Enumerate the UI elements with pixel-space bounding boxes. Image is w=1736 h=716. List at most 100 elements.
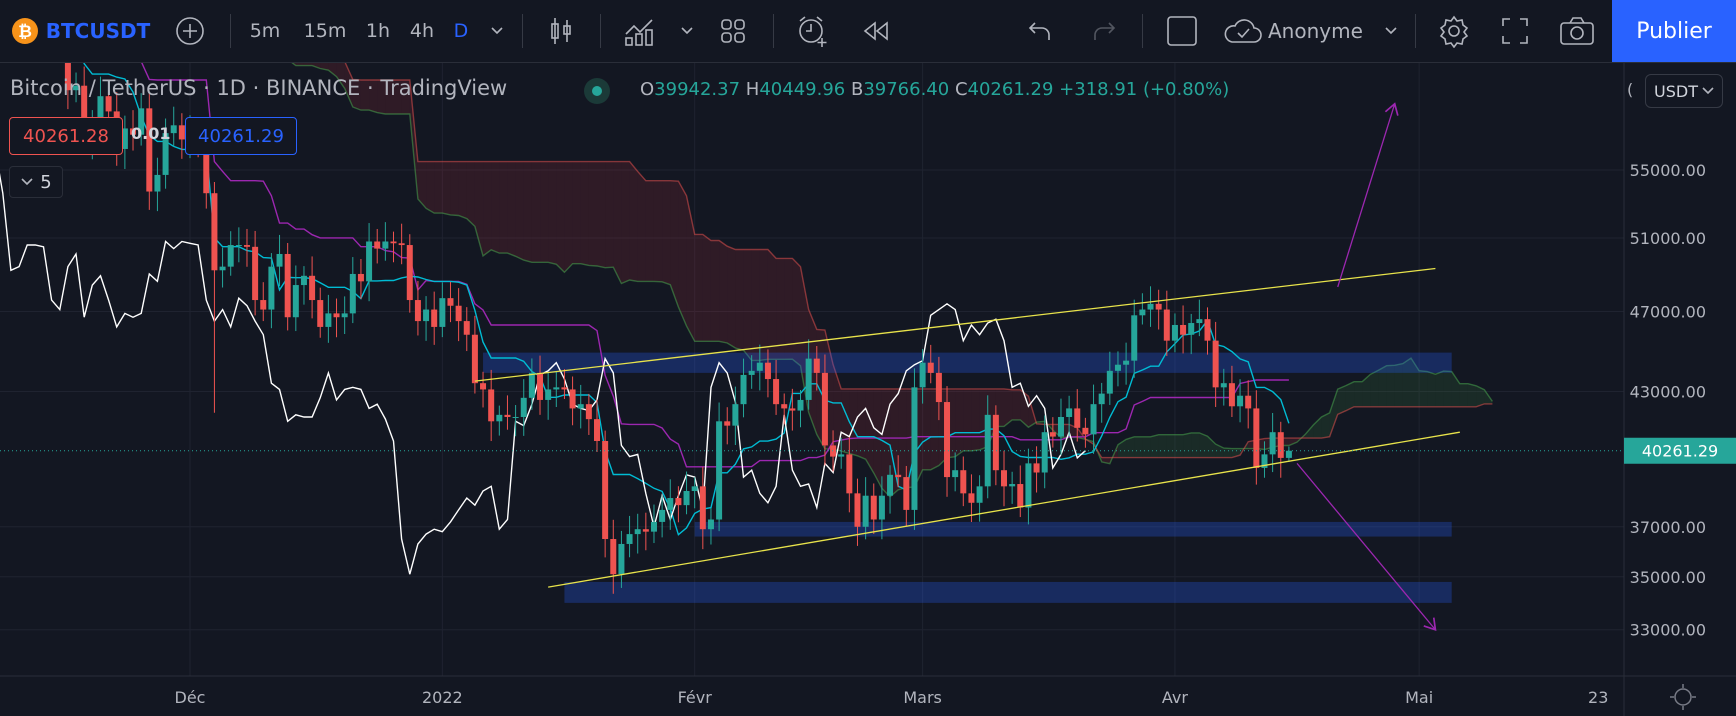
fullscreen-icon[interactable]: [1498, 0, 1532, 62]
cloud-segment: [849, 388, 858, 456]
candle: [903, 465, 910, 527]
interval-5m[interactable]: 5m: [249, 20, 281, 42]
candle: [1033, 446, 1040, 493]
cloud-segment: [1134, 436, 1143, 458]
price-axis[interactable]: 55000.00 51000.00 47000.00 43000.00 37000.00…: [1630, 161, 1706, 640]
save-layout-button[interactable]: Anonyme: [1222, 0, 1402, 62]
interval-15m[interactable]: 15m: [303, 20, 347, 42]
market-status-icon[interactable]: [584, 78, 610, 104]
indicators-icon[interactable]: [620, 0, 660, 62]
projection-arrow: [1337, 102, 1399, 288]
compare-add-icon[interactable]: [172, 0, 208, 62]
candle: [634, 513, 641, 554]
cloud-segment: [515, 161, 524, 261]
cloud-segment: [955, 388, 964, 457]
candle-body: [537, 372, 544, 400]
cloud-segment: [588, 161, 597, 266]
candle-body: [716, 421, 723, 520]
candle-body: [740, 374, 747, 405]
candle-body: [1277, 432, 1284, 458]
candle: [40, 11, 46, 46]
layout-grid-icon[interactable]: [716, 0, 750, 62]
candles-chart-type-icon[interactable]: [546, 0, 576, 62]
candle-body: [805, 358, 812, 400]
cloud-segment: [735, 249, 744, 351]
candle: [691, 477, 698, 509]
alert-clock-icon[interactable]: [794, 0, 832, 62]
replay-icon[interactable]: [858, 0, 892, 62]
candle-body: [846, 454, 853, 494]
candle: [667, 479, 674, 530]
sell-price-button[interactable]: 40261.28: [9, 117, 123, 155]
candle-body: [170, 125, 177, 134]
undo-icon[interactable]: [1024, 0, 1058, 62]
candle-body: [707, 519, 714, 530]
candle: [1114, 351, 1121, 387]
price-tick-label: 47000.00: [1630, 302, 1706, 321]
candle-body: [1228, 383, 1235, 407]
grid: [0, 63, 1624, 676]
cloud-segment: [1419, 370, 1428, 407]
settings-gear-icon[interactable]: [1436, 0, 1472, 62]
divider: [773, 14, 774, 48]
symbol-legend-title[interactable]: Bitcoin / TetherUS · 1D · BINANCE · Trad…: [10, 76, 508, 100]
candle-body: [49, 13, 55, 28]
cloud-segment: [1354, 381, 1363, 407]
candle: [1009, 471, 1016, 504]
cloud-segment: [922, 388, 931, 470]
redo-icon[interactable]: [1086, 0, 1120, 62]
camera-snapshot-icon[interactable]: [1558, 0, 1596, 62]
publish-button[interactable]: Publier: [1612, 0, 1736, 62]
candle: [1269, 412, 1276, 473]
interval-4h[interactable]: 4h: [409, 20, 435, 42]
candle: [764, 349, 771, 398]
cloud-segment: [767, 249, 777, 360]
candle-body: [1090, 404, 1097, 435]
candle-body: [1163, 309, 1170, 341]
candle: [317, 287, 324, 338]
cloud-segment: [1337, 385, 1346, 415]
candle: [1204, 307, 1211, 355]
candle: [1180, 305, 1187, 354]
layout-rectangle-icon[interactable]: [1164, 0, 1200, 62]
cloud-segment: [328, 63, 337, 77]
candle: [984, 395, 991, 499]
candle: [683, 471, 690, 515]
projection-arrow: [1296, 462, 1437, 631]
candle: [935, 356, 942, 421]
candle-body: [1123, 360, 1130, 365]
time-axis[interactable]: Déc 2022 Févr Mars Avr Mai 23: [175, 688, 1609, 707]
candle-body: [887, 474, 894, 496]
candle: [1212, 321, 1219, 407]
currency-select[interactable]: USDT: [1645, 74, 1723, 108]
cloud-segment: [1435, 371, 1444, 407]
candle-body: [545, 389, 552, 400]
candle-body: [1098, 393, 1105, 405]
candle: [602, 430, 609, 558]
auto-scale-icon[interactable]: [1670, 684, 1696, 710]
candle: [488, 369, 495, 442]
account-chevron-down-icon[interactable]: [1380, 0, 1402, 62]
candle: [1155, 289, 1162, 330]
cloud-segment: [719, 240, 728, 343]
plot-area[interactable]: [0, 0, 1624, 631]
cloud-segment: [292, 63, 296, 66]
spread-value: 0.01: [131, 124, 171, 143]
divider: [1142, 14, 1143, 48]
candle: [211, 181, 218, 413]
interval-d[interactable]: D: [453, 20, 469, 42]
candle-body: [390, 241, 397, 244]
time-tick-label: Mars: [903, 688, 942, 707]
candle-body: [1285, 450, 1292, 458]
candle-body: [317, 300, 324, 327]
symbol-search[interactable]: BTCUSDT: [45, 19, 151, 43]
buy-price-button[interactable]: 40261.29: [185, 117, 297, 155]
interval-chevron-down-icon[interactable]: [486, 0, 508, 62]
candle: [1041, 415, 1048, 489]
candle: [610, 519, 617, 594]
indicators-toggle-button[interactable]: 5: [9, 166, 63, 198]
candle: [1147, 286, 1154, 327]
interval-1h[interactable]: 1h: [365, 20, 391, 42]
indicators-chevron-down-icon[interactable]: [676, 0, 698, 62]
